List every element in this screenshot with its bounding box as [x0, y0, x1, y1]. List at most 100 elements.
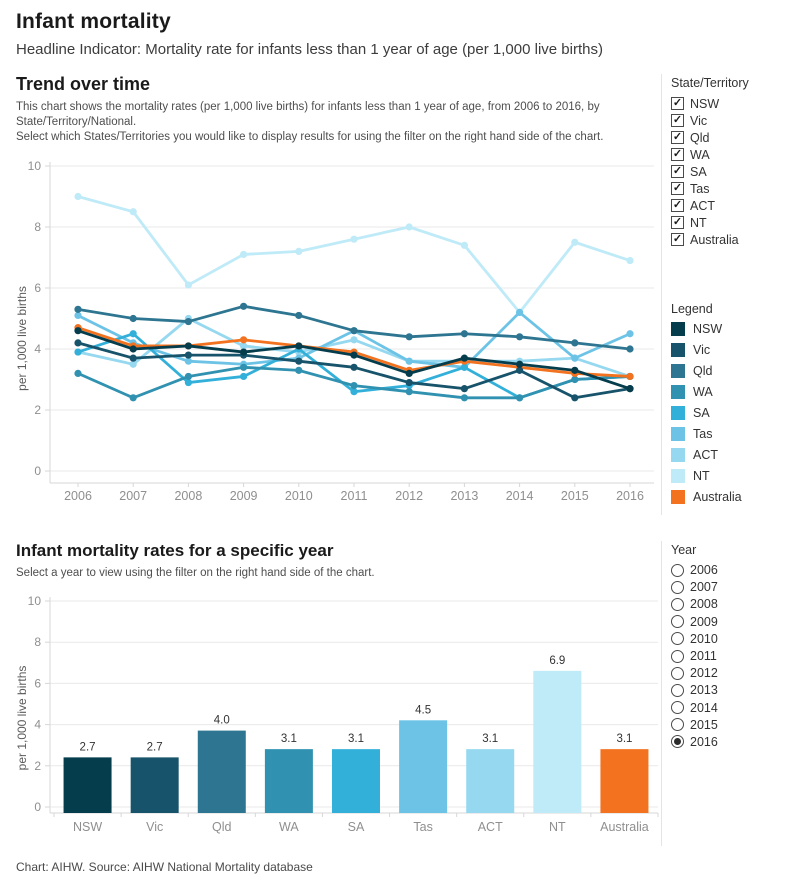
data-point-nsw-2011[interactable] — [350, 351, 358, 359]
data-point-qld-2011[interactable] — [350, 326, 358, 334]
data-point-vic-2012[interactable] — [405, 378, 413, 386]
year-filter-option-2008[interactable]: 2008 — [671, 596, 790, 613]
data-point-qld-2014[interactable] — [516, 332, 524, 340]
year-filter-option-2013[interactable]: 2013 — [671, 682, 790, 699]
checkbox-checked-icon[interactable]: ✓ — [671, 97, 684, 110]
bar-nt[interactable] — [533, 670, 582, 813]
data-point-act-2011[interactable] — [350, 335, 358, 343]
year-filter-option-2011[interactable]: 2011 — [671, 647, 790, 664]
data-point-qld-2012[interactable] — [405, 332, 413, 340]
data-point-wa-2012[interactable] — [405, 387, 413, 395]
data-point-australia-2009[interactable] — [240, 335, 248, 343]
data-point-qld-2013[interactable] — [460, 329, 468, 337]
data-point-nsw-2012[interactable] — [405, 369, 413, 377]
data-point-tas-2016[interactable] — [626, 329, 634, 337]
year-filter-option-2007[interactable]: 2007 — [671, 579, 790, 596]
data-point-nt-2011[interactable] — [350, 235, 358, 243]
data-point-wa-2015[interactable] — [571, 375, 579, 383]
data-point-nt-2009[interactable] — [240, 250, 248, 258]
data-point-tas-2014[interactable] — [516, 308, 524, 316]
radio-icon[interactable] — [671, 649, 684, 663]
checkbox-checked-icon[interactable]: ✓ — [671, 114, 684, 127]
checkbox-checked-icon[interactable]: ✓ — [671, 165, 684, 178]
state-filter-option-wa[interactable]: ✓ WA — [671, 146, 790, 163]
year-filter-option-2014[interactable]: 2014 — [671, 699, 790, 716]
data-point-vic-2011[interactable] — [350, 363, 358, 371]
data-point-vic-2008[interactable] — [184, 351, 192, 359]
data-point-vic-2010[interactable] — [295, 357, 303, 365]
data-point-tas-2012[interactable] — [405, 357, 413, 365]
state-filter-option-act[interactable]: ✓ ACT — [671, 197, 790, 214]
data-point-wa-2007[interactable] — [129, 393, 137, 401]
legend-item-nsw[interactable]: NSW — [671, 321, 790, 336]
data-point-nsw-2006[interactable] — [74, 326, 82, 334]
data-point-wa-2014[interactable] — [516, 393, 524, 401]
data-point-vic-2013[interactable] — [460, 384, 468, 392]
state-filter-option-nt[interactable]: ✓ NT — [671, 214, 790, 231]
data-point-tas-2008[interactable] — [184, 357, 192, 365]
year-filter-option-2010[interactable]: 2010 — [671, 630, 790, 647]
data-point-qld-2007[interactable] — [129, 314, 137, 322]
legend-item-wa[interactable]: WA — [671, 384, 790, 399]
legend-item-qld[interactable]: Qld — [671, 363, 790, 378]
trend-line-chart[interactable]: 0 2 4 6 8 10 2006 2007 2008 2009 2010 2011 2012 2013 2… — [15, 154, 661, 510]
data-point-wa-2008[interactable] — [184, 372, 192, 380]
legend-item-nt[interactable]: NT — [671, 468, 790, 483]
bar-vic[interactable] — [130, 757, 179, 813]
data-point-nsw-2013[interactable] — [460, 354, 468, 362]
bar-qld[interactable] — [197, 730, 246, 813]
checkbox-checked-icon[interactable]: ✓ — [671, 131, 684, 144]
data-point-nt-2007[interactable] — [129, 207, 137, 215]
radio-icon[interactable] — [671, 683, 684, 697]
legend-item-australia[interactable]: Australia — [671, 489, 790, 504]
radio-selected-icon[interactable] — [671, 735, 684, 749]
data-point-nt-2015[interactable] — [571, 238, 579, 246]
data-point-vic-2014[interactable] — [516, 366, 524, 374]
radio-icon[interactable] — [671, 666, 684, 680]
data-point-nt-2013[interactable] — [460, 241, 468, 249]
data-point-sa-2008[interactable] — [184, 378, 192, 386]
year-bar-chart[interactable]: 0 2 4 6 8 10 per 1,000 live births 2.7 NSW 2.7 Vic… — [15, 589, 661, 841]
radio-icon[interactable] — [671, 597, 684, 611]
data-point-nsw-2007[interactable] — [129, 344, 137, 353]
data-point-qld-2009[interactable] — [240, 302, 248, 310]
legend-item-sa[interactable]: SA — [671, 405, 790, 420]
data-point-wa-2009[interactable] — [240, 363, 248, 371]
year-filter-option-2012[interactable]: 2012 — [671, 665, 790, 682]
legend-item-vic[interactable]: Vic — [671, 342, 790, 357]
data-point-nt-2008[interactable] — [184, 280, 192, 289]
bar-australia[interactable] — [600, 748, 649, 813]
radio-icon[interactable] — [671, 615, 684, 629]
data-point-sa-2006[interactable] — [74, 347, 82, 356]
data-point-vic-2006[interactable] — [74, 338, 82, 347]
radio-icon[interactable] — [671, 701, 684, 715]
data-point-nsw-2016[interactable] — [626, 384, 634, 392]
bar-act[interactable] — [466, 748, 515, 813]
checkbox-checked-icon[interactable]: ✓ — [671, 182, 684, 195]
checkbox-checked-icon[interactable]: ✓ — [671, 216, 684, 229]
year-filter-option-2015[interactable]: 2015 — [671, 716, 790, 733]
state-filter-option-australia[interactable]: ✓ Australia — [671, 231, 790, 248]
year-filter-option-2006[interactable]: 2006 — [671, 562, 790, 579]
checkbox-checked-icon[interactable]: ✓ — [671, 148, 684, 161]
bar-tas[interactable] — [399, 719, 448, 813]
state-filter-option-sa[interactable]: ✓ SA — [671, 163, 790, 180]
data-point-tas-2006[interactable] — [74, 311, 82, 319]
data-point-nsw-2008[interactable] — [184, 341, 192, 350]
data-point-tas-2015[interactable] — [571, 354, 579, 362]
data-point-sa-2007[interactable] — [129, 329, 137, 337]
data-point-nt-2016[interactable] — [626, 256, 634, 264]
data-point-nsw-2010[interactable] — [295, 341, 303, 350]
data-point-sa-2013[interactable] — [460, 363, 468, 371]
bar-wa[interactable] — [264, 748, 313, 813]
data-point-vic-2015[interactable] — [571, 393, 579, 401]
year-filter-option-2016[interactable]: 2016 — [671, 733, 790, 750]
radio-icon[interactable] — [671, 580, 684, 594]
data-point-qld-2010[interactable] — [295, 311, 303, 319]
data-point-sa-2011[interactable] — [350, 387, 358, 395]
data-point-wa-2010[interactable] — [295, 366, 303, 374]
line-series-nt[interactable] — [77, 194, 631, 314]
data-point-australia-2016[interactable] — [626, 372, 634, 380]
data-point-nt-2006[interactable] — [74, 192, 82, 200]
data-point-qld-2006[interactable] — [74, 305, 82, 313]
